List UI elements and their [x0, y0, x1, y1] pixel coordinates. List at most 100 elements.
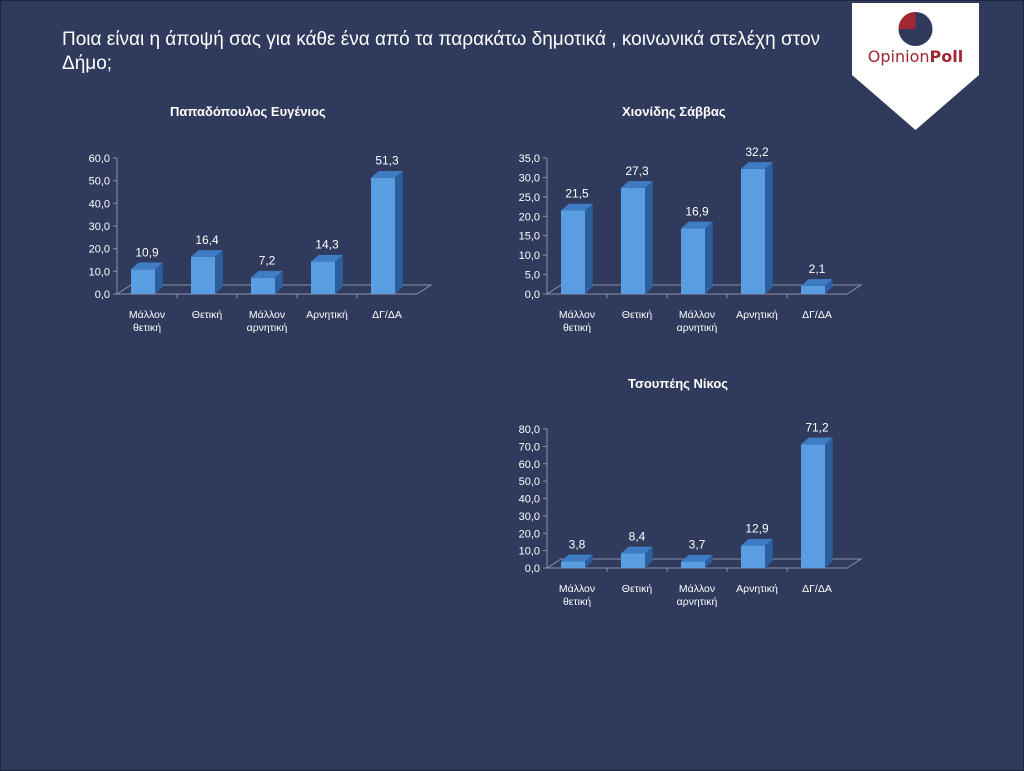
bar-side [275, 270, 283, 294]
bar [801, 279, 833, 294]
chart-chionidis: Χιονίδης Σάββας 0,0 5,0 10,0 15,0 20,0 25,0 30… [490, 98, 890, 348]
x-tick-label: Μάλλον αρνητική [247, 309, 288, 334]
page-title: Ποια είναι η άποψή σας για κάθε ένα από … [62, 29, 821, 74]
y-tick-label: 40,0 [519, 494, 540, 506]
x-tick-label: ΔΓ/ΔΑ [802, 309, 832, 321]
x-tick-label: Θετική [622, 583, 653, 595]
bar [741, 162, 773, 294]
bar-front [561, 210, 585, 294]
data-label: 71,2 [805, 420, 829, 434]
x-tick-label: Μάλλον αρνητική [677, 583, 718, 608]
x-tick-label-line: θετική [133, 322, 161, 334]
x-tick-label-line: Αρνητική [306, 309, 348, 321]
data-label: 3,8 [569, 537, 586, 551]
y-tick-label: 40,0 [89, 198, 110, 210]
x-tick-label: Μάλλον θετική [559, 583, 595, 608]
y-tick-label: 35,0 [519, 153, 540, 165]
opinionpoll-logo: OpinionPoll [852, 3, 979, 130]
x-tick-label-line: θετική [563, 322, 591, 334]
chart-tsoupeis: Τσουπέης Νίκος 0,0 10,0 20,0 30,0 40,0 50,0 60… [490, 372, 890, 622]
data-label: 21,5 [565, 186, 589, 200]
y-tick-label: 0,0 [525, 563, 540, 575]
chart-plot: 0,0 10,0 20,0 30,0 40,0 50,0 60,0 70,0 80,0 3,8 Μά… [519, 420, 863, 608]
logo-wordmark: OpinionPoll [852, 47, 979, 66]
x-tick-label-line: Αρνητική [736, 583, 778, 595]
bar-side [705, 221, 713, 294]
bar [251, 270, 283, 294]
x-tick-label-line: αρνητική [677, 322, 718, 334]
bar [191, 250, 223, 294]
x-tick-label: ΔΓ/ΔΑ [802, 583, 832, 595]
bar-front [131, 269, 155, 294]
y-tick-label: 30,0 [519, 172, 540, 184]
y-tick-label: 10,0 [89, 266, 110, 278]
bar-front [801, 285, 825, 294]
bar-top [741, 538, 773, 546]
x-tick-label-line: Μάλλον [679, 583, 715, 595]
x-tick-label-line: ΔΓ/ΔΑ [802, 309, 832, 321]
y-tick-label: 5,0 [525, 270, 540, 282]
y-tick-label: 25,0 [519, 192, 540, 204]
y-tick-label: 80,0 [519, 424, 540, 436]
data-label: 51,3 [375, 154, 399, 168]
bar-front [621, 553, 645, 568]
bar-side [335, 254, 343, 294]
data-label: 14,3 [315, 238, 339, 252]
x-tick-label-line: Αρνητική [736, 309, 778, 321]
y-tick-label: 0,0 [95, 289, 110, 301]
data-label: 7,2 [259, 254, 276, 268]
x-tick-label: Αρνητική [736, 583, 778, 595]
data-label: 16,9 [685, 204, 709, 218]
bar-side [765, 162, 773, 294]
x-tick-label-line: ΔΓ/ΔΑ [372, 309, 402, 321]
data-label: 16,4 [195, 233, 219, 247]
bar [801, 437, 833, 568]
x-tick-label: Αρνητική [736, 309, 778, 321]
bar [131, 262, 163, 294]
x-tick-label-line: Μάλλον [129, 309, 165, 321]
bar-top [801, 279, 833, 286]
bar-top [131, 262, 163, 270]
x-tick-label: Μάλλον θετική [559, 309, 595, 334]
y-tick-label: 60,0 [89, 153, 110, 165]
x-tick-label: Μάλλον αρνητική [677, 309, 718, 334]
x-tick-label-line: αρνητική [247, 322, 288, 334]
bar-top [681, 554, 713, 562]
bar-top [621, 181, 653, 188]
bar-front [681, 561, 705, 568]
y-tick-label: 70,0 [519, 441, 540, 453]
bar [561, 203, 593, 294]
y-tick-label: 30,0 [89, 221, 110, 233]
bar-top [371, 170, 403, 178]
bar-top [801, 437, 833, 445]
bar-front [311, 261, 335, 294]
y-tick-label: 20,0 [519, 528, 540, 540]
logo-word-poll: Poll [929, 47, 964, 66]
bar-side [155, 262, 163, 294]
chart-plot: 0,0 5,0 10,0 15,0 20,0 25,0 30,0 35,0 21,5 Μάλλον… [519, 145, 863, 334]
data-label: 8,4 [629, 529, 646, 543]
x-tick-label: Αρνητική [306, 309, 348, 321]
x-tick-label: Μάλλον θετική [129, 309, 165, 334]
bar-top [561, 554, 593, 562]
data-label: 27,3 [625, 164, 649, 178]
y-tick-label: 10,0 [519, 546, 540, 558]
chart-title: Χιονίδης Σάββας [622, 104, 726, 119]
logo-word-opinion: Opinion [867, 47, 930, 66]
bar [621, 546, 653, 568]
bar [311, 254, 343, 294]
bar-side [825, 279, 833, 294]
x-tick-label-line: αρνητική [677, 596, 718, 608]
bar [371, 170, 403, 294]
data-label: 12,9 [745, 522, 769, 536]
bar-top [741, 162, 773, 169]
bar-front [621, 187, 645, 294]
bar-top [561, 203, 593, 211]
bar-front [681, 228, 705, 294]
data-label: 10,9 [135, 245, 159, 259]
bar-side [705, 554, 713, 568]
bar-side [585, 203, 593, 294]
x-tick-label-line: Θετική [622, 309, 653, 321]
bar [741, 538, 773, 568]
